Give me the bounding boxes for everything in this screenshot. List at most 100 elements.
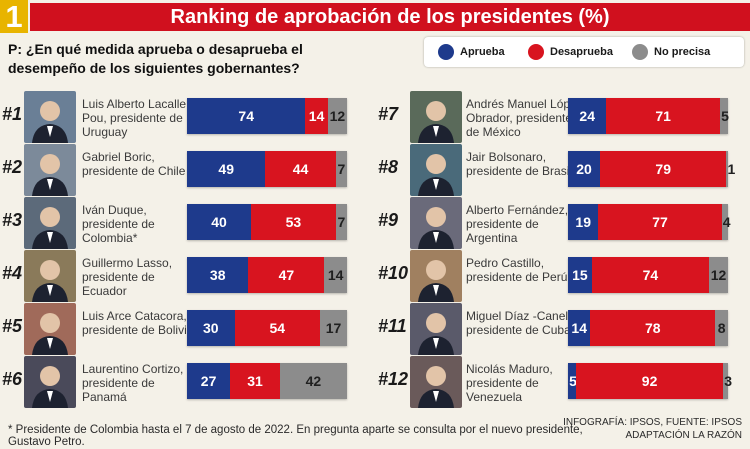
section-number: 1 [0, 0, 28, 33]
stacked-bar: 19 77 4 [568, 204, 730, 240]
bar-segment-desaprueba [600, 151, 727, 187]
data-label: 27 [200, 373, 217, 389]
credit-line: INFOGRAFÍA: IPSOS, FUENTE: IPSOS [563, 417, 742, 428]
president-name: Guillermo Lasso, presidente de Ecuador [82, 256, 173, 298]
president-name: Andrés Manuel López Obrador, presidente … [466, 97, 583, 139]
person-icon [32, 313, 68, 355]
rank-label: #8 [378, 157, 399, 177]
data-label: 15 [572, 267, 588, 283]
bar-segment-aprueba [187, 310, 235, 346]
stacked-bar: 40 53 7 [187, 204, 347, 240]
bar-segment-aprueba [568, 98, 607, 134]
president-name: Luis Arce Catacora, presidente de Bolivi… [82, 309, 194, 337]
stacked-bar: 49 44 7 [187, 151, 347, 187]
person-icon [418, 101, 454, 143]
person-icon [418, 154, 454, 196]
data-label: 4 [722, 214, 731, 230]
chart-row: #10 Pedro Castillo, presidente de Perú 15 7… [378, 250, 750, 302]
header: 1 Ranking de aprobación de los president… [0, 0, 750, 33]
chart-row: #3 Iván Duque, presidente de Colombia* 40 5… [0, 197, 372, 249]
data-label: 42 [305, 373, 322, 389]
rank-label: #5 [2, 316, 23, 336]
president-name: Pedro Castillo, presidente de Perú [466, 256, 568, 284]
legend-swatch-no-precisa [632, 44, 648, 60]
footnote: * Presidente de Colombia hasta el 7 de a… [8, 424, 583, 448]
rank-label: #2 [2, 157, 23, 177]
chart-row: #9 Alberto Fernández, presidente de Argen… [378, 197, 750, 249]
person-icon [32, 207, 68, 249]
person-icon [418, 260, 454, 302]
data-label: 24 [579, 108, 595, 124]
chart-row: #5 Luis Arce Catacora, presidente de Boli… [0, 303, 372, 355]
bar-segment-aprueba [568, 204, 599, 240]
bar-segment-no-precisa [320, 310, 347, 346]
data-label: 71 [655, 108, 671, 124]
credit-line: ADAPTACIÓN LA RAZÓN [625, 430, 742, 441]
rank-label: #1 [2, 104, 23, 124]
data-label: 44 [292, 161, 309, 177]
data-label: 14 [308, 108, 325, 124]
legend-swatch-desaprueba [528, 44, 544, 60]
data-label: 12 [710, 267, 727, 283]
credit: INFOGRAFÍA: IPSOS, FUENTE: IPSOS ADAPTAC… [562, 416, 742, 442]
stacked-bar: 30 54 17 [187, 310, 347, 346]
president-name: Laurentino Cortizo, presidente de Panamá [82, 362, 184, 404]
chart-row: #7 Andrés Manuel López Obrador, president… [378, 91, 750, 143]
data-label: 14 [571, 320, 587, 336]
bar-segment-desaprueba [234, 310, 321, 346]
legend: Aprueba Desaprueba No precisa [424, 37, 744, 67]
bar-segment-desaprueba [305, 98, 328, 134]
person-icon [32, 366, 68, 408]
bar-segment-aprueba [187, 204, 251, 240]
data-label: 17 [325, 320, 342, 336]
legend-item-no-precisa: No precisa [632, 44, 710, 60]
president-name: Jair Bolsonaro, presidente de Brasil [466, 150, 573, 178]
data-label: 40 [211, 214, 227, 230]
person-icon [32, 101, 68, 143]
data-label: 79 [655, 161, 671, 177]
president-photo [410, 197, 462, 249]
president-photo [24, 303, 76, 355]
person-icon [418, 207, 454, 249]
legend-label: No precisa [654, 46, 711, 58]
president-photo [410, 356, 462, 408]
bar-segment-no-precisa [708, 257, 728, 293]
chart-row: #12 Nicolás Maduro, presidente de Venezue… [378, 356, 750, 408]
bar-segment-aprueba [187, 98, 306, 134]
president-photo [24, 197, 76, 249]
legend-label: Aprueba [460, 46, 505, 58]
legend-swatch-aprueba [438, 44, 454, 60]
data-label: 12 [329, 108, 346, 124]
bar-segment-no-precisa [726, 151, 728, 187]
bar-segment-no-precisa [324, 257, 347, 293]
stacked-bar: 5 92 3 [568, 363, 732, 399]
data-label: 20 [576, 161, 592, 177]
data-label: 7 [337, 214, 346, 230]
person-icon [32, 260, 68, 302]
data-label: 54 [269, 320, 286, 336]
bar-segment-desaprueba [606, 98, 720, 134]
rank-label: #7 [378, 104, 399, 124]
president-photo [410, 303, 462, 355]
president-photo [410, 144, 462, 196]
president-photo [24, 91, 76, 143]
data-label: 5 [721, 108, 729, 124]
bar-segment-desaprueba [591, 257, 709, 293]
bar-segment-no-precisa [720, 98, 728, 134]
legend-item-desaprueba: Desaprueba [528, 44, 613, 60]
bar-segment-no-precisa [715, 310, 728, 346]
stacked-bar: 38 47 14 [187, 257, 347, 293]
person-icon [32, 154, 68, 196]
data-label: 19 [575, 214, 591, 230]
data-label: 31 [247, 373, 263, 389]
data-label: 7 [337, 161, 346, 177]
data-label: 74 [642, 267, 659, 283]
rank-label: #6 [2, 369, 23, 389]
legend-label: Desaprueba [550, 46, 613, 58]
bar-segment-no-precisa [335, 204, 347, 240]
chart-row: #8 Jair Bolsonaro, presidente de Brasil 20… [378, 144, 750, 196]
person-icon [418, 366, 454, 408]
data-label: 49 [218, 161, 234, 177]
president-photo [24, 144, 76, 196]
rank-label: #4 [2, 263, 23, 283]
